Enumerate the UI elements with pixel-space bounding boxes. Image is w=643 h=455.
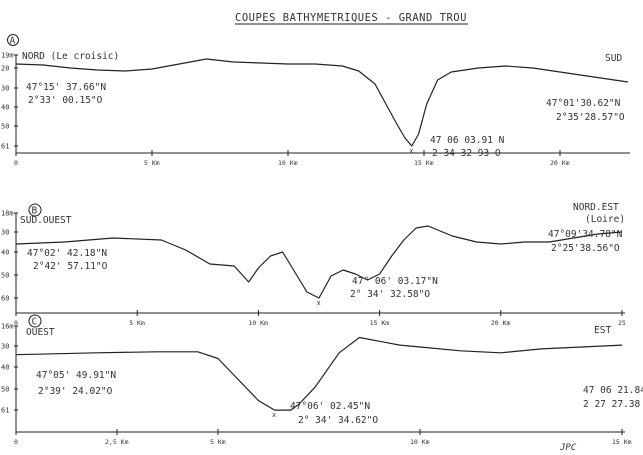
panel-a-end-lon: 2°35'28.57"O <box>556 112 625 123</box>
panel-b-end-label: NORD.EST <box>573 202 619 213</box>
panel-a-deepest-marker: x <box>409 147 413 155</box>
panel-b-letter: B <box>32 206 38 217</box>
panel-a-circle <box>7 34 19 46</box>
panel-b-distance-tick-label: 25 <box>618 319 626 327</box>
panel-c-start-lon: 2°39' 24.02"O <box>38 386 113 397</box>
panel-a-distance-tick-label: 0 <box>14 159 18 167</box>
panel-a-distance-tick-label: 20 Km <box>550 159 570 167</box>
panel-b-start-lat: 47°02' 42.18"N <box>27 248 107 259</box>
panel-c-distance-tick-label: 10 Km <box>410 438 430 446</box>
panel-b-deepest-marker: x <box>317 299 321 307</box>
sheet-title: COUPES BATHYMETRIQUES - GRAND TROU <box>235 12 467 24</box>
panel-c-end-lat: 47 06 21.84 N <box>583 385 643 396</box>
panel-b-profile-line <box>15 225 623 299</box>
panel-a-distance-tick-label: 15 Km <box>414 159 434 167</box>
panel-a-end-label: SUD <box>605 53 622 64</box>
panel-a-depth-tick-label: 19m <box>1 52 14 60</box>
panel-b-start-lon: 2°42' 57.11"O <box>33 261 108 272</box>
panel-c-start-label: OUEST <box>26 327 55 338</box>
panel-a-start-lon: 2°33' 00.15"O <box>28 95 103 106</box>
panel-a-depth-tick-label: 40 <box>1 104 9 112</box>
panel-c-end-lon: 2 27 27.38 O <box>583 399 643 410</box>
panel-a-depth-tick-label: 61 <box>1 143 9 151</box>
panel-a-deep-lat: 47 06 03.91 N <box>430 135 505 146</box>
panel-b-depth-tick-label: 40 <box>1 249 9 257</box>
panel-b-depth-tick-label: 30 <box>1 229 9 237</box>
panel-b-deep-lon: 2° 34' 32.58"O <box>350 289 430 300</box>
panel-b-distance-tick-label: 5 Km <box>129 319 145 327</box>
panel-b-deep-lat: 47° 06' 03.17"N <box>352 276 438 287</box>
panel-b-end-label-sub: (Loire) <box>585 214 625 225</box>
panel-a-distance-tick-label: 5 Km <box>144 159 160 167</box>
panel-b-end-lon: 2°25'38.56"O <box>551 243 620 254</box>
panel-b-distance-tick-label: 10 Km <box>248 319 268 327</box>
panel-c-letter: C <box>32 317 38 328</box>
panel-c-distance-tick-label: 5 Km <box>210 438 226 446</box>
panel-a-depth-tick-label: 30 <box>1 85 9 93</box>
panel-c-depth-tick-label: 16m <box>1 323 14 331</box>
panel-c: C 16m 30 40 50 61 0 2,5 Km 5 Km 10 Km 15 Km OUES… <box>1 314 643 446</box>
panel-b-distance-tick-label: 15 Km <box>370 319 390 327</box>
panel-a-depth-tick-label: 50 <box>1 123 9 131</box>
panel-c-deep-lat: 47°06' 02.45"N <box>290 401 370 412</box>
panel-c-deep-lon: 2° 34' 34.62"O <box>298 415 378 426</box>
panel-c-distance-tick-label: 15 Km <box>612 438 632 446</box>
panel-c-profile-line <box>15 336 623 411</box>
panel-b-depth-tick-label: 18m <box>1 210 14 218</box>
panel-b-distance-tick-label: 0 <box>14 319 18 327</box>
panel-b-end-lat: 47°09'34.78"N <box>548 229 623 240</box>
panel-c-distance-tick-label: 2,5 Km <box>105 438 129 446</box>
panel-a-distance-tick-label: 10 Km <box>278 159 298 167</box>
panel-b: B 18m 30 40 50 60 0 5 Km 10 Km 15 Km 20 Km 25 SUD… <box>1 202 626 327</box>
panel-b-depth-tick-label: 60 <box>1 295 9 303</box>
panel-b-distance-tick-label: 20 Km <box>491 319 511 327</box>
panel-b-start-label: SUD.OUEST <box>20 215 72 226</box>
panel-a-start-lat: 47°15' 37.66"N <box>26 82 106 93</box>
panel-c-depth-tick-label: 40 <box>1 364 9 372</box>
panel-a-profile-line <box>15 58 629 147</box>
panel-a: A 19m 20 30 40 50 61 0 5 Km 10 Km 15 Km 20 Km NOR… <box>1 34 630 167</box>
panel-c-circle <box>28 314 42 328</box>
panel-c-depth-tick-label: 30 <box>1 343 9 351</box>
panel-c-depth-tick-label: 50 <box>1 386 9 394</box>
panel-c-end-label: EST <box>594 325 611 336</box>
panel-a-start-label: NORD (Le croisic) <box>22 51 119 62</box>
panel-c-start-lat: 47°05' 49.91"N <box>36 370 116 381</box>
panel-b-depth-tick-label: 50 <box>1 272 9 280</box>
panel-c-deepest-marker: x <box>272 411 276 419</box>
panel-a-depth-tick-label: 20 <box>1 65 9 73</box>
author-signature: JPC <box>559 443 577 453</box>
panel-c-distance-tick-label: 0 <box>14 438 18 446</box>
panel-b-circle <box>28 203 42 217</box>
panel-a-end-lat: 47°01'30.62"N <box>546 98 621 109</box>
panel-a-letter: A <box>10 36 16 47</box>
panel-a-deep-lon: 2 34 32 93 O <box>432 148 501 159</box>
panel-c-depth-tick-label: 61 <box>1 407 9 415</box>
